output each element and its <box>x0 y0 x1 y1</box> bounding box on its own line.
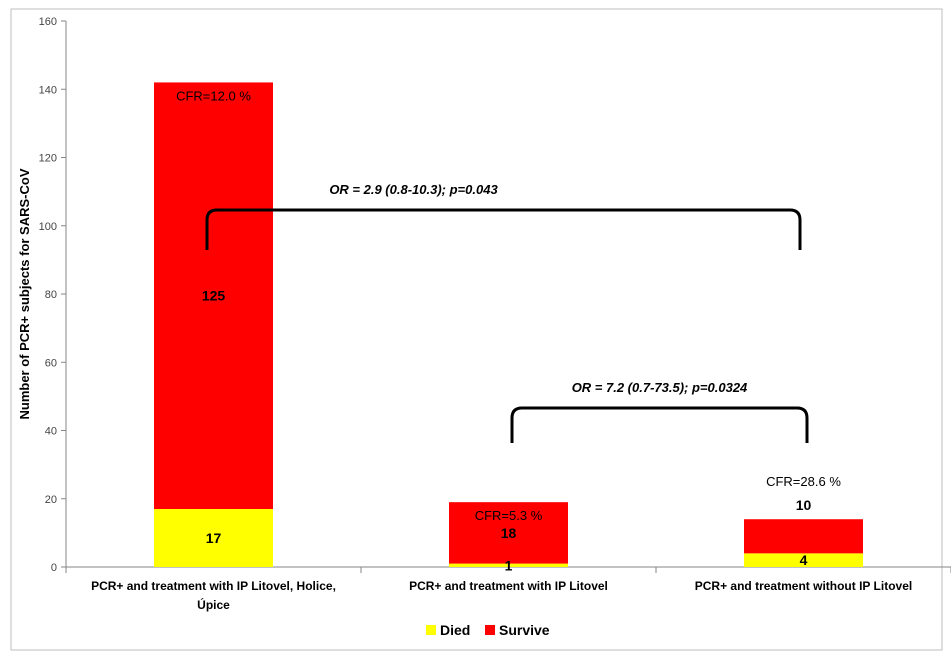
y-tick-label: 40 <box>45 426 57 438</box>
bar-survive <box>744 519 863 554</box>
bar-died <box>154 508 273 567</box>
y-tick-label: 100 <box>39 221 57 233</box>
bar-survive <box>154 82 273 509</box>
legend-label-died: Died <box>440 622 470 638</box>
legend-swatch-died <box>426 625 436 635</box>
y-tick-label: 80 <box>45 289 57 301</box>
y-tick-label: 140 <box>39 84 57 96</box>
x-category-label: PCR+ and treatment with IP Litovel, Holi… <box>91 579 336 612</box>
bar-survive <box>449 502 568 564</box>
y-axis-title: Number of PCR+ subjects for SARS-CoV <box>17 168 32 419</box>
cfr-annotation: CFR=12.0 % <box>176 88 251 103</box>
data-label-survive: 18 <box>501 525 517 541</box>
data-label-died: 17 <box>206 530 222 546</box>
x-category-label: PCR+ and treatment with IP Litovel <box>409 579 608 593</box>
comparison-bracket <box>205 208 802 250</box>
data-label-died: 1 <box>505 557 513 573</box>
legend-swatch-survive <box>485 625 495 635</box>
odds-ratio-label: OR = 7.2 (0.7-73.5); p=0.0324 <box>572 380 748 395</box>
y-tick-label: 0 <box>51 562 57 574</box>
y-tick-label: 160 <box>39 16 57 28</box>
data-label-survive: 125 <box>202 288 226 304</box>
cfr-annotation: CFR=5.3 % <box>475 508 543 523</box>
bar-died <box>449 563 568 567</box>
y-tick-label: 60 <box>45 357 57 369</box>
y-tick-label: 20 <box>45 494 57 506</box>
legend-label-survive: Survive <box>499 622 550 638</box>
x-category-label: PCR+ and treatment without IP Litovel <box>695 579 912 593</box>
comparison-bracket <box>510 406 809 443</box>
data-label-survive: 10 <box>796 497 812 513</box>
bar-died <box>744 553 863 567</box>
odds-ratio-label: OR = 2.9 (0.8-10.3); p=0.043 <box>329 182 498 197</box>
y-tick-label: 120 <box>39 153 57 165</box>
data-label-died: 4 <box>800 552 808 568</box>
cfr-annotation: CFR=28.6 % <box>766 474 841 489</box>
